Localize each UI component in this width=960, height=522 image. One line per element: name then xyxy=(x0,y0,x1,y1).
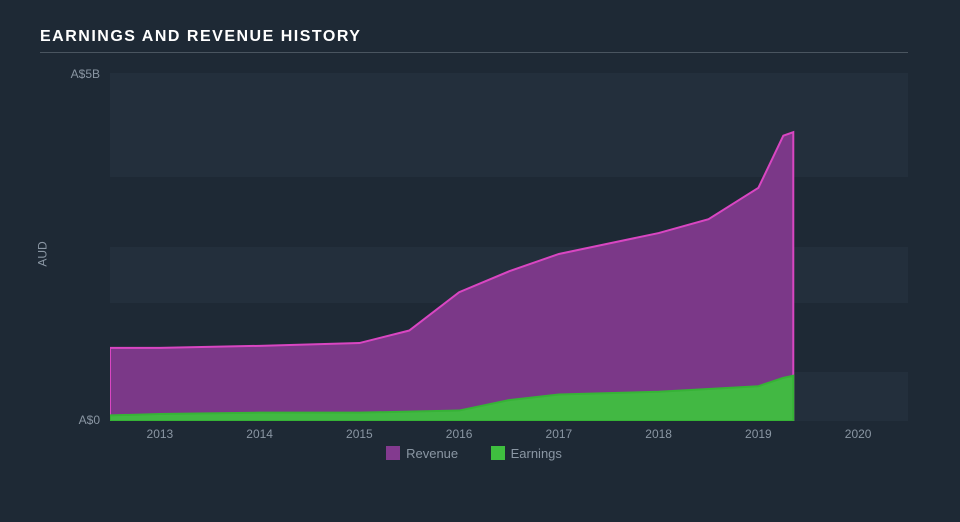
title-divider xyxy=(40,52,908,53)
y-max-label: A$5B xyxy=(40,67,100,81)
x-tick-label: 2013 xyxy=(147,427,174,441)
area-series-svg xyxy=(110,73,908,421)
y-min-label: A$0 xyxy=(40,413,100,427)
legend-item-revenue: Revenue xyxy=(386,446,458,461)
legend-item-earnings: Earnings xyxy=(491,446,562,461)
x-tick-label: 2017 xyxy=(546,427,573,441)
series-revenue xyxy=(110,132,793,421)
legend-label-revenue: Revenue xyxy=(406,446,458,461)
plot-region xyxy=(110,73,908,421)
legend-label-earnings: Earnings xyxy=(511,446,562,461)
x-tick-label: 2018 xyxy=(645,427,672,441)
x-axis-labels: 2013 2014 2015 2016 2017 2018 2019 2020 xyxy=(110,427,908,447)
legend-swatch-revenue xyxy=(386,446,400,460)
x-tick-label: 2015 xyxy=(346,427,373,441)
x-tick-label: 2019 xyxy=(745,427,772,441)
y-axis-title: AUD xyxy=(36,241,50,266)
x-tick-label: 2016 xyxy=(446,427,473,441)
legend: Revenue Earnings xyxy=(40,446,908,466)
chart-container: EARNINGS AND REVENUE HISTORY A$5B A$0 AU… xyxy=(0,0,960,522)
x-tick-label: 2014 xyxy=(246,427,273,441)
x-tick-label: 2020 xyxy=(845,427,872,441)
chart-area: A$5B A$0 AUD 201320142015201620172018201… xyxy=(40,67,908,467)
chart-title: EARNINGS AND REVENUE HISTORY xyxy=(40,28,920,46)
legend-swatch-earnings xyxy=(491,446,505,460)
